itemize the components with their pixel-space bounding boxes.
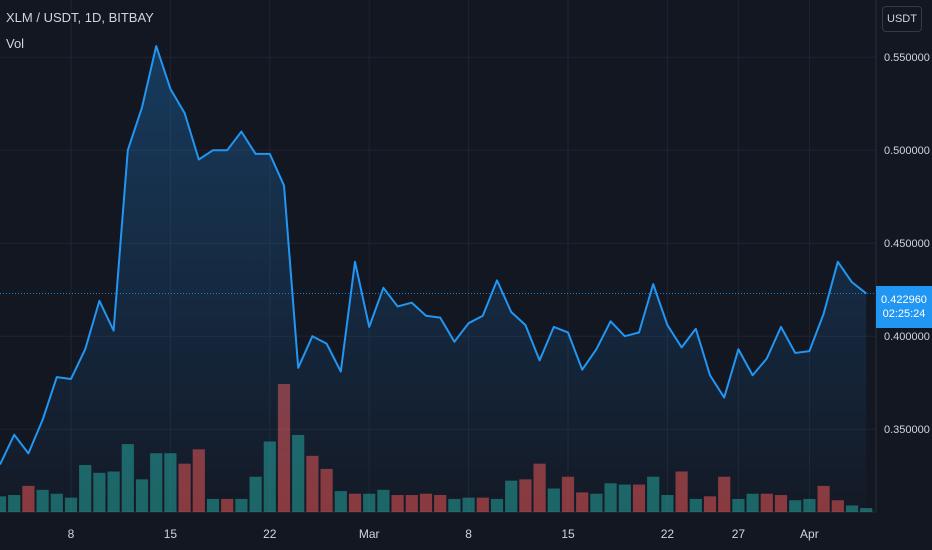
time-tick-label: 15: [164, 527, 178, 541]
time-tick-label: 8: [465, 527, 472, 541]
time-tick-label: Apr: [800, 527, 819, 541]
price-line: [0, 45, 867, 465]
price-tick-label: 0.400000: [884, 331, 930, 343]
time-tick-label: Mar: [359, 527, 380, 541]
price-area-fill: [0, 46, 867, 512]
price-axis[interactable]: 0.350000 0.400000 0.450000 0.500000 0.550000: [884, 52, 930, 436]
price-tick-label: 0.350000: [884, 424, 930, 436]
symbol-title: XLM / USDT, 1D, BITBAY: [6, 10, 154, 25]
price-tick-label: 0.550000: [884, 52, 930, 64]
volume-indicator-label[interactable]: Vol: [6, 36, 25, 51]
price-area: [0, 45, 876, 512]
time-axis[interactable]: 8 15 22 Mar 8 15 22 27 Apr: [68, 527, 819, 541]
time-tick-label: 15: [561, 527, 575, 541]
last-price-tag: 0.422960 02:25:24: [876, 286, 932, 328]
time-tick-label: 8: [68, 527, 75, 541]
bar-countdown: 02:25:24: [882, 308, 926, 320]
time-tick-label: 27: [732, 527, 746, 541]
last-price-value: 0.422960: [881, 294, 927, 306]
time-tick-label: 22: [263, 527, 277, 541]
price-tick-label: 0.500000: [884, 145, 930, 157]
price-tick-label: 0.450000: [884, 238, 930, 250]
time-tick-label: 22: [661, 527, 675, 541]
currency-button[interactable]: USDT: [882, 6, 922, 32]
